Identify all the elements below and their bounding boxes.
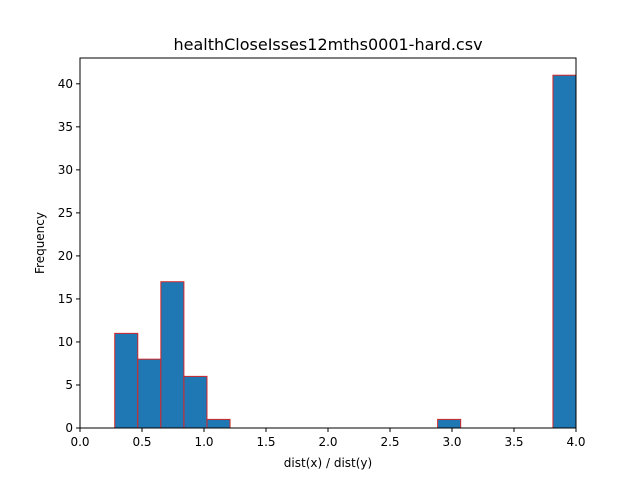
y-tick-label: 15 [58, 292, 73, 306]
x-tick-label: 4.0 [566, 435, 585, 449]
x-tick-label: 1.5 [256, 435, 275, 449]
y-tick-label: 25 [58, 206, 73, 220]
chart-title: healthCloseIsses12mths0001-hard.csv [173, 35, 482, 54]
x-tick-label: 2.0 [318, 435, 337, 449]
x-tick-label: 3.0 [442, 435, 461, 449]
y-tick-label: 35 [58, 120, 73, 134]
x-tick-label: 2.5 [380, 435, 399, 449]
histogram-bar [160, 281, 185, 429]
y-tick-label: 20 [58, 249, 73, 263]
x-tick-label: 0.0 [70, 435, 89, 449]
x-axis-label: dist(x) / dist(y) [284, 456, 372, 470]
y-tick-label: 5 [65, 378, 73, 392]
histogram-bar [114, 332, 139, 429]
x-tick-label: 1.0 [194, 435, 213, 449]
histogram-bar [437, 418, 462, 429]
y-axis-label: Frequency [33, 212, 47, 274]
x-tick-label: 3.5 [504, 435, 523, 449]
x-axis-ticks: 0.0 0.5 1.0 1.5 2.0 2.5 3.0 3.5 4.0 [70, 428, 586, 449]
histogram-bar [183, 375, 208, 429]
y-tick-label: 40 [58, 77, 73, 91]
y-tick-label: 10 [58, 335, 73, 349]
histogram-bar [206, 418, 231, 429]
histogram-bar [552, 74, 577, 429]
y-tick-label: 30 [58, 163, 73, 177]
y-tick-label: 0 [65, 421, 73, 435]
x-tick-label: 0.5 [132, 435, 151, 449]
y-axis-ticks: 0 5 10 15 20 25 30 35 40 [58, 77, 80, 435]
histogram-bar [137, 358, 162, 429]
